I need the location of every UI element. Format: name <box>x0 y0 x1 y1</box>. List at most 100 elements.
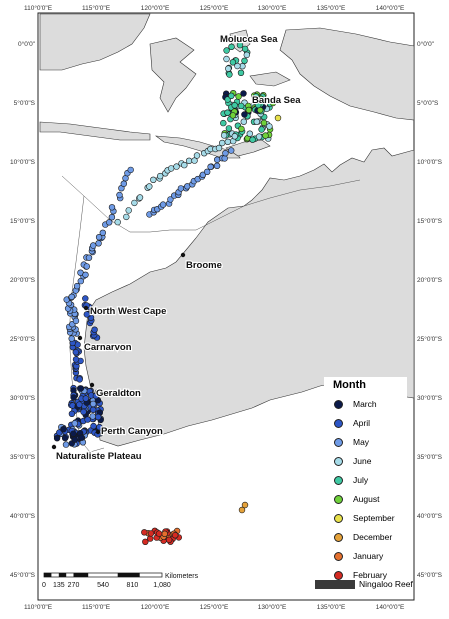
lat-tick-right-10: 10°0'0"S <box>417 158 443 166</box>
lon-tick-top-140: 140°0'0"E <box>376 4 405 12</box>
label-banda-sea: Banda Sea <box>252 95 301 106</box>
sighting-dot <box>240 118 248 125</box>
sighting-dot <box>229 112 237 119</box>
legend-label: March <box>353 399 377 409</box>
lat-tick-right-20: 20°0'0"S <box>417 276 443 284</box>
sighting-dot <box>114 218 121 226</box>
carnarvon-marker <box>77 335 83 341</box>
sighting-dot <box>241 45 249 53</box>
sighting-dot <box>238 102 245 110</box>
sighting-dot <box>207 163 214 171</box>
sighting-dot <box>77 385 85 392</box>
sighting-dot <box>228 43 235 50</box>
sighting-dot <box>159 201 167 208</box>
sighting-dot <box>260 96 268 104</box>
sulawesi-landmass <box>149 37 197 113</box>
legend-item-september: September <box>334 511 395 525</box>
sighting-dot <box>228 92 235 100</box>
legend-item-april: April <box>334 416 370 430</box>
sighting-dot <box>147 530 155 537</box>
lat-tick-right-35: 35°0'0"S <box>417 453 443 461</box>
sighting-dot <box>91 326 98 333</box>
legend-item-january: January <box>334 549 383 563</box>
month-legend: Month March April May June July August S… <box>324 377 407 580</box>
ningaloo-reef-legend: Ningaloo Reef <box>315 579 413 589</box>
sighting-dot <box>150 176 157 184</box>
lon-tick-top-115: 115°0'0"E <box>82 4 111 12</box>
sighting-dot <box>168 165 175 172</box>
sighting-dot <box>223 47 230 54</box>
legend-swatch <box>334 418 343 428</box>
legend-swatch <box>334 437 343 447</box>
sighting-dot <box>82 271 89 278</box>
label-broome: Broome <box>186 260 222 271</box>
sighting-dot <box>95 240 102 247</box>
legend-label: August <box>353 494 380 504</box>
sighting-dot <box>142 538 149 545</box>
legend-label: July <box>353 475 369 485</box>
papua-landmass <box>279 27 415 121</box>
sighting-dot <box>61 434 69 442</box>
legend-label: June <box>353 456 372 466</box>
perth-canyon-marker <box>95 429 101 435</box>
sighting-dot <box>68 293 75 300</box>
sighting-dot <box>76 376 83 383</box>
sighting-dot <box>73 282 81 290</box>
legend-swatch <box>334 456 343 466</box>
sighting-dot <box>94 389 102 396</box>
lon-tick-bottom-130: 130°0'0"E <box>258 603 287 611</box>
sighting-dot <box>253 118 260 125</box>
sighting-dot <box>141 529 148 536</box>
sighting-dot <box>222 150 229 157</box>
timor-landmass <box>225 139 271 157</box>
sighting-dot <box>240 90 247 97</box>
sighting-dot <box>84 416 91 423</box>
sighting-dot <box>80 408 87 416</box>
sighting-dot <box>220 132 228 139</box>
scale-label-0: 0 <box>42 582 46 589</box>
scale-label-810: 810 <box>127 582 139 589</box>
sighting-dot <box>71 436 78 443</box>
lon-tick-top-110: 110°0'0"E <box>24 4 53 12</box>
sighting-dot <box>96 423 103 431</box>
scale-label-1080: 1,080 <box>153 582 171 589</box>
scale-label-135: 135 <box>53 582 65 589</box>
sighting-dot <box>241 57 248 64</box>
sighting-dot <box>199 171 207 179</box>
label-naturaliste-plateau: Naturaliste Plateau <box>56 451 142 462</box>
sighting-dot <box>78 434 85 441</box>
sighting-dot <box>238 125 245 133</box>
legend-item-february: February <box>334 568 387 582</box>
legend-swatch <box>334 532 343 542</box>
lat-tick-right-40: 40°0'0"S <box>417 512 443 520</box>
sighting-dot <box>83 263 91 270</box>
lat-tick-right-5: 5°0'0"S <box>417 99 439 107</box>
ningaloo-swatch <box>315 579 355 589</box>
sighting-dot <box>260 119 268 127</box>
sighting-dot <box>246 130 254 137</box>
scale-unit: Kilometers <box>165 573 199 580</box>
legend-title: Month <box>333 379 366 391</box>
north-west-cape-marker <box>83 305 89 311</box>
legend-item-june: June <box>334 454 371 468</box>
sighting-dot <box>255 133 263 140</box>
sighting-dot <box>165 536 173 543</box>
sighting-dot <box>228 147 235 154</box>
legend-label: December <box>353 532 393 542</box>
lon-tick-top-125: 125°0'0"E <box>200 4 229 12</box>
sighting-dot <box>221 155 228 162</box>
sighting-dot <box>56 429 63 436</box>
lon-tick-bottom-120: 120°0'0"E <box>141 603 170 611</box>
sighting-dot <box>173 163 180 170</box>
lat-tick-left-35: 35°0'0"S <box>10 453 36 461</box>
sighting-dot <box>105 219 113 226</box>
sighting-dot <box>68 335 75 342</box>
sighting-dot <box>215 144 223 152</box>
sighting-dot <box>213 162 221 170</box>
sighting-dot <box>161 530 168 537</box>
lat-tick-left-5: 5°0'0"S <box>14 99 36 107</box>
sighting-dot <box>94 413 102 421</box>
sighting-dot <box>116 191 123 199</box>
lat-ticks-right: 0°0'0" 5°0'0"S 10°0'0"S 15°0'0"S 20°0'0"… <box>417 40 443 579</box>
place-markers <box>51 252 186 450</box>
